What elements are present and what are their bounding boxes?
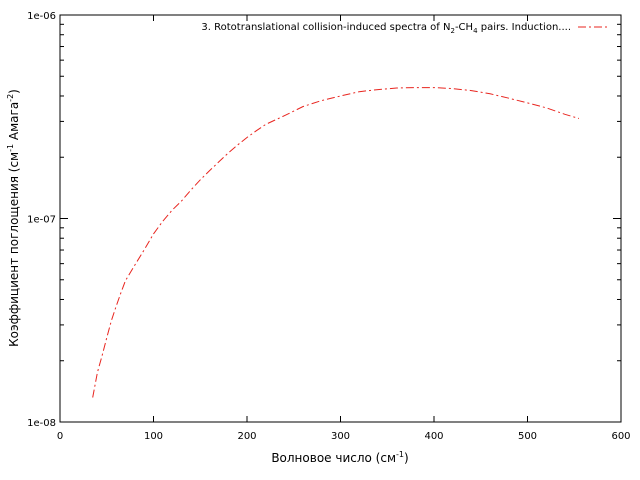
y-tick-label: 1e-06 bbox=[27, 11, 56, 22]
x-tick-label: 300 bbox=[331, 431, 350, 442]
x-tick-label: 600 bbox=[611, 431, 630, 442]
x-tick-label: 400 bbox=[424, 431, 443, 442]
y-tick-label: 1e-07 bbox=[27, 215, 56, 226]
plot-frame bbox=[59, 14, 622, 423]
x-tick-label: 100 bbox=[144, 431, 163, 442]
legend-entry-label: 3. Rototranslational collision-induced s… bbox=[201, 22, 571, 35]
y-tick-label: 1e-08 bbox=[27, 418, 56, 429]
series-line bbox=[92, 87, 580, 398]
x-tick-label: 200 bbox=[237, 431, 256, 442]
x-axis-label: Волновое число (см-1) bbox=[271, 450, 408, 465]
x-tick-label: 0 bbox=[57, 431, 63, 442]
legend: 3. Rototranslational collision-induced s… bbox=[201, 22, 609, 35]
series-layer bbox=[92, 87, 580, 398]
x-tick-label: 500 bbox=[518, 431, 537, 442]
y-axis-label: Коэффициент поглощения (см-1 Амага-2) bbox=[6, 89, 21, 347]
x-axis: 0 100 200 300 400 500 600 bbox=[57, 15, 631, 442]
y-axis: 1e-08 1e-07 1e-06 bbox=[27, 11, 621, 429]
